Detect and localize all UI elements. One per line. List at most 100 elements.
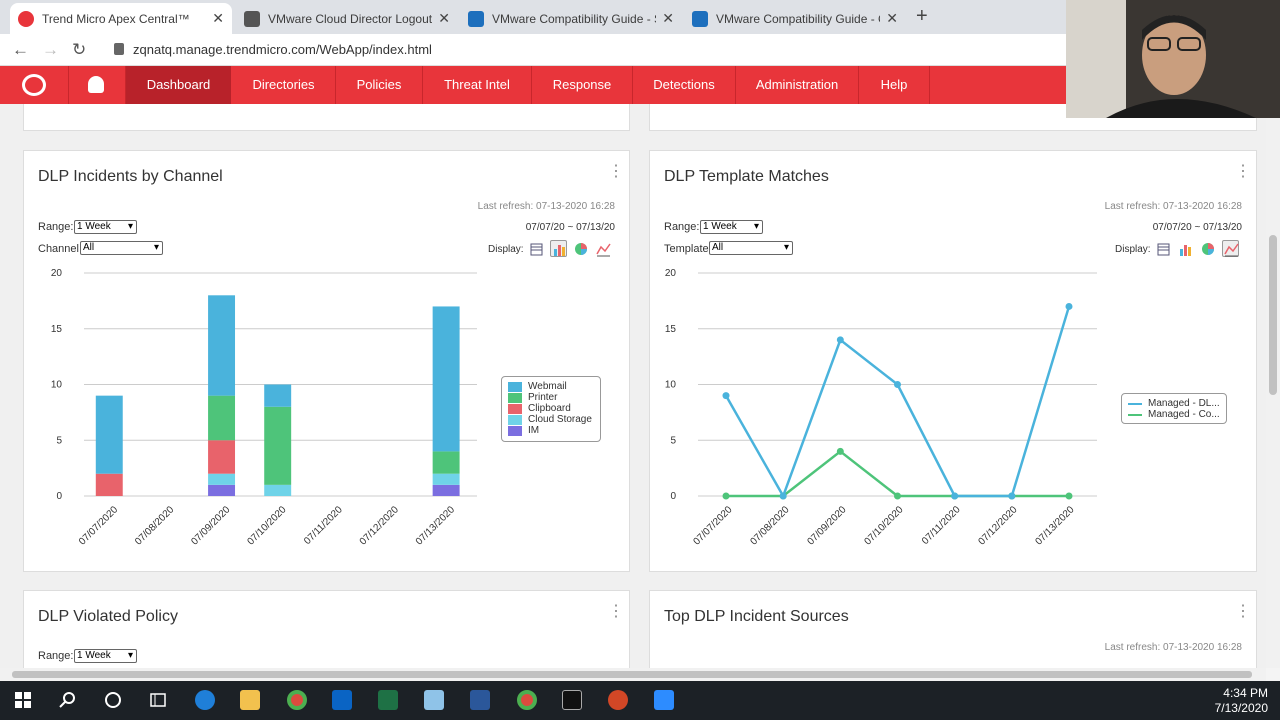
edge-icon[interactable] bbox=[195, 690, 215, 710]
legend-item-webmail[interactable]: Webmail bbox=[508, 381, 594, 392]
close-tab-icon[interactable]: ✕ bbox=[438, 10, 450, 26]
windows-start-icon[interactable] bbox=[13, 690, 33, 710]
task-view-icon[interactable] bbox=[148, 690, 168, 710]
legend-swatch bbox=[508, 414, 522, 425]
pie-chart-view-icon[interactable] bbox=[573, 241, 590, 258]
back-arrow-icon[interactable]: ← bbox=[12, 40, 29, 59]
legend-label: Managed - DL... bbox=[1148, 398, 1220, 409]
legend-item-cloud-storage[interactable]: Cloud Storage bbox=[508, 414, 594, 425]
nav-policies[interactable]: Policies bbox=[356, 77, 402, 92]
chrome-2-icon[interactable] bbox=[517, 690, 537, 710]
terminal-icon[interactable] bbox=[562, 690, 582, 710]
line-chart-view-icon[interactable] bbox=[1222, 240, 1239, 257]
y-tick-label: 5 bbox=[670, 435, 676, 446]
close-tab-icon[interactable]: ✕ bbox=[886, 10, 898, 26]
tab-title: VMware Compatibility Guide - G bbox=[716, 11, 881, 26]
zoom-icon[interactable] bbox=[654, 690, 674, 710]
excel-icon[interactable] bbox=[378, 690, 398, 710]
pie-chart-view-icon[interactable] bbox=[1200, 241, 1217, 258]
forward-arrow-icon[interactable]: → bbox=[42, 40, 59, 59]
trend-micro-favicon-icon bbox=[18, 10, 34, 27]
dashboard-content: DLP Incidents by Channel ⋮ Last refresh:… bbox=[0, 104, 1266, 668]
more-options-icon[interactable]: ⋮ bbox=[608, 163, 624, 180]
nav-dashboard[interactable]: Dashboard bbox=[126, 66, 231, 104]
data-point bbox=[722, 392, 730, 400]
windows-taskbar: 4:34 PM 7/13/2020 bbox=[0, 681, 1280, 720]
bar-chart-view-icon[interactable] bbox=[550, 240, 567, 257]
nav-directories[interactable]: Directories bbox=[252, 77, 315, 92]
tab-vmware-cloud-director[interactable]: VMware Cloud Director Logout P ✕ bbox=[236, 3, 458, 34]
legend-label: Managed - Co... bbox=[1148, 409, 1220, 420]
table-view-icon[interactable] bbox=[528, 241, 545, 258]
reload-icon[interactable]: ↻ bbox=[72, 40, 87, 59]
tab-vmware-compat-1[interactable]: VMware Compatibility Guide - Sy ✕ bbox=[460, 3, 682, 34]
legend-swatch bbox=[1128, 413, 1142, 416]
x-tick-label: 07/12/2020 bbox=[358, 504, 401, 547]
legend-item-clipboard[interactable]: Clipboard bbox=[508, 403, 594, 414]
chrome-icon[interactable] bbox=[287, 690, 307, 710]
last-refresh-text: Last refresh: 07-13-2020 16:28 bbox=[1104, 201, 1242, 212]
nav-help[interactable]: Help bbox=[880, 77, 908, 92]
nav-divider bbox=[422, 66, 423, 104]
legend-item-managed-co[interactable]: Managed - Co... bbox=[1128, 409, 1220, 420]
nav-detections[interactable]: Detections bbox=[653, 77, 715, 92]
data-point bbox=[836, 336, 844, 344]
table-view-icon[interactable] bbox=[1155, 241, 1172, 258]
horizontal-scrollbar[interactable] bbox=[0, 668, 1266, 681]
x-tick-label: 07/11/2020 bbox=[920, 504, 963, 547]
close-tab-icon[interactable]: ✕ bbox=[212, 10, 224, 26]
channel-label: Channel: bbox=[38, 243, 83, 255]
cortana-icon[interactable] bbox=[103, 690, 123, 710]
bar-segment bbox=[264, 484, 292, 496]
word-icon[interactable] bbox=[470, 690, 490, 710]
url-field[interactable]: zqnatq.manage.trendmicro.com/WebApp/inde… bbox=[133, 42, 432, 57]
nav-response[interactable]: Response bbox=[552, 77, 612, 92]
bar-chart-view-icon[interactable] bbox=[1177, 241, 1194, 258]
lock-icon bbox=[114, 43, 124, 55]
shield-icon[interactable] bbox=[88, 76, 104, 93]
tab-vmware-compat-2[interactable]: VMware Compatibility Guide - G ✕ bbox=[684, 3, 906, 34]
powerpoint-icon[interactable] bbox=[608, 690, 628, 710]
more-options-icon[interactable]: ⋮ bbox=[608, 603, 624, 620]
data-point bbox=[779, 492, 787, 500]
more-options-icon[interactable]: ⋮ bbox=[1235, 163, 1251, 180]
range-select[interactable]: 1 Week bbox=[74, 649, 137, 663]
new-tab-button[interactable]: + bbox=[916, 5, 928, 27]
nav-divider bbox=[335, 66, 336, 104]
range-select[interactable]: 1 Week bbox=[74, 220, 137, 234]
tab-title: Trend Micro Apex Central™ bbox=[42, 11, 190, 26]
scrollbar-thumb[interactable] bbox=[12, 671, 1252, 678]
nav-divider bbox=[632, 66, 633, 104]
range-select[interactable]: 1 Week bbox=[700, 220, 763, 234]
notepad-icon[interactable] bbox=[424, 690, 444, 710]
template-label: Template: bbox=[664, 243, 712, 255]
nav-administration[interactable]: Administration bbox=[755, 77, 839, 92]
nav-threat-intel[interactable]: Threat Intel bbox=[444, 77, 510, 92]
line-chart-view-icon[interactable] bbox=[595, 241, 612, 258]
legend-swatch bbox=[508, 392, 522, 403]
vertical-scrollbar[interactable] bbox=[1266, 104, 1280, 668]
legend-item-managed-dl[interactable]: Managed - DL... bbox=[1128, 398, 1220, 409]
more-options-icon[interactable]: ⋮ bbox=[1235, 603, 1251, 620]
bar-segment bbox=[208, 295, 236, 396]
close-tab-icon[interactable]: ✕ bbox=[662, 10, 674, 26]
scrollbar-thumb[interactable] bbox=[1269, 235, 1277, 395]
legend-swatch bbox=[508, 403, 522, 414]
file-explorer-icon[interactable] bbox=[240, 690, 260, 710]
date-range-text: 07/07/20 ~ 07/13/20 bbox=[525, 222, 615, 233]
outlook-icon[interactable] bbox=[332, 690, 352, 710]
tab-apex-central[interactable]: Trend Micro Apex Central™ ✕ bbox=[10, 3, 232, 34]
clock-date: 7/13/2020 bbox=[1214, 701, 1268, 715]
legend-item-im[interactable]: IM bbox=[508, 425, 594, 436]
template-select[interactable]: All bbox=[709, 241, 793, 255]
data-point bbox=[1065, 492, 1073, 500]
x-tick-label: 07/10/2020 bbox=[245, 504, 288, 547]
y-tick-label: 20 bbox=[51, 268, 63, 279]
legend-item-printer[interactable]: Printer bbox=[508, 392, 594, 403]
channel-select[interactable]: All bbox=[80, 241, 163, 255]
system-clock[interactable]: 4:34 PM 7/13/2020 bbox=[1215, 686, 1268, 716]
widget-title: DLP Template Matches bbox=[664, 168, 829, 185]
widget-above-left bbox=[23, 104, 630, 131]
search-icon[interactable] bbox=[58, 690, 78, 710]
trend-micro-logo-icon[interactable] bbox=[22, 74, 46, 96]
